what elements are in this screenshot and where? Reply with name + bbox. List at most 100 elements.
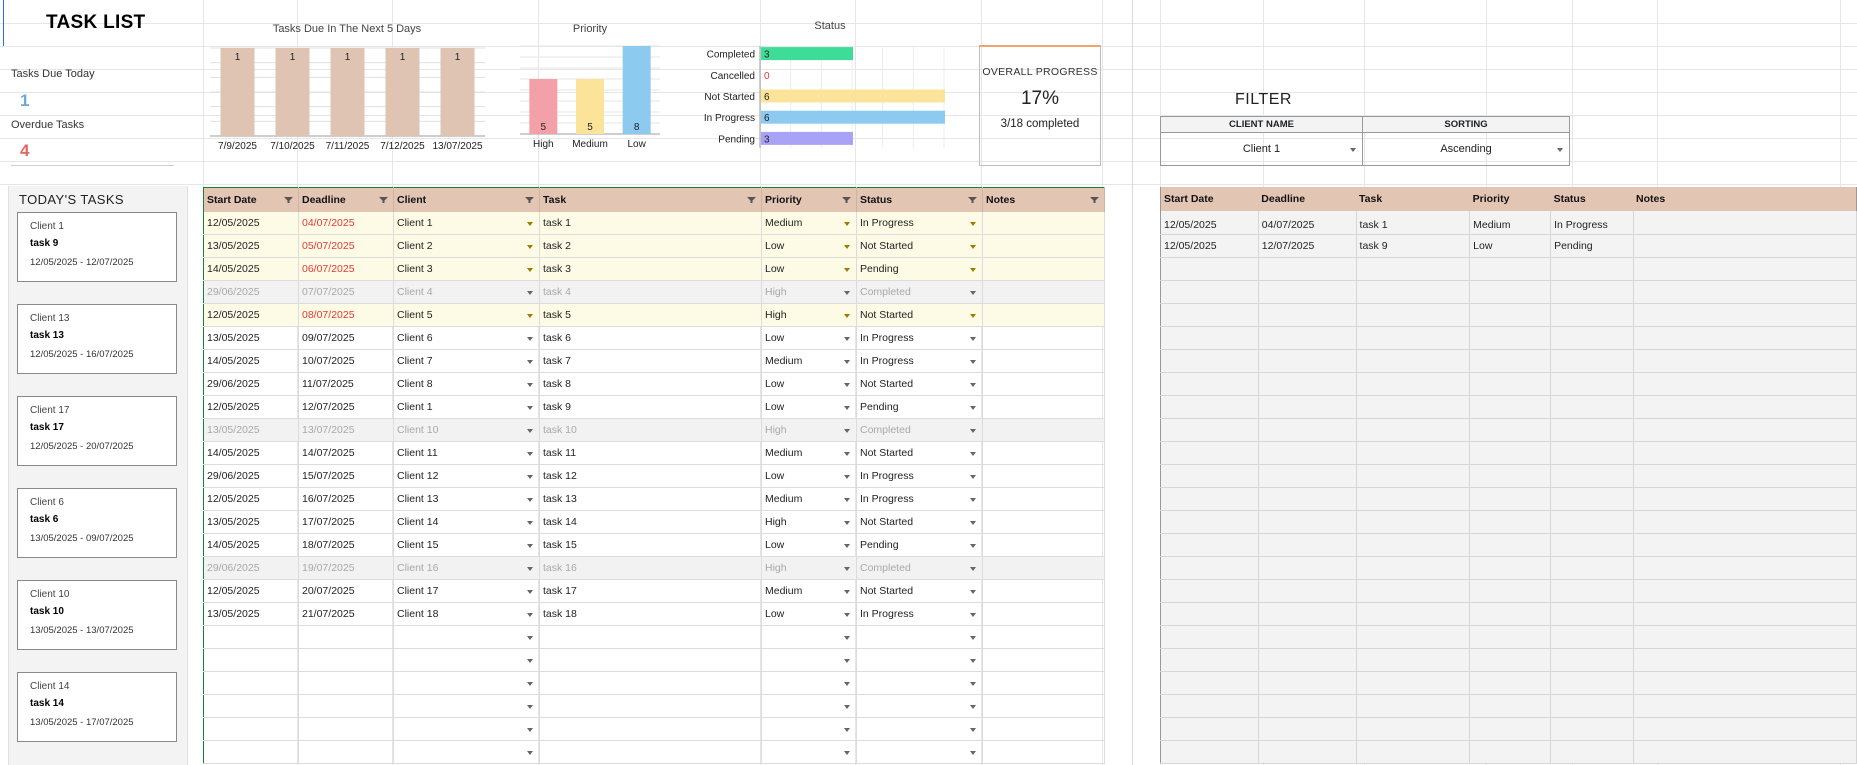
results-cell-notes[interactable] — [1633, 464, 1857, 488]
results-cell-start[interactable] — [1160, 395, 1259, 419]
results-row[interactable]: 12/05/2025 12/07/2025 task 9 Low Pending — [1160, 234, 1857, 258]
chevron-down-icon[interactable] — [844, 613, 850, 617]
cell-client[interactable]: Client 15 — [393, 533, 540, 557]
results-column-header[interactable]: Priority — [1469, 187, 1551, 211]
results-cell-deadline[interactable] — [1258, 671, 1357, 695]
results-cell-priority[interactable] — [1469, 257, 1552, 281]
results-cell-deadline[interactable] — [1258, 694, 1357, 718]
table-row[interactable]: 12/05/2025 12/07/2025 Client 1 task 9 Low Pen… — [203, 395, 1105, 419]
results-cell-notes[interactable] — [1633, 372, 1857, 396]
cell-deadline[interactable] — [298, 717, 394, 741]
results-cell-priority[interactable] — [1469, 510, 1552, 534]
cell-deadline[interactable]: 15/07/2025 — [298, 464, 394, 488]
results-cell-deadline[interactable] — [1258, 464, 1357, 488]
chevron-down-icon[interactable] — [527, 498, 533, 502]
chevron-down-icon[interactable] — [970, 682, 976, 686]
results-cell-status[interactable] — [1550, 602, 1634, 626]
chevron-down-icon[interactable] — [844, 314, 850, 318]
table-row[interactable]: 13/05/2025 21/07/2025 Client 18 task 18 Low I… — [203, 602, 1105, 626]
chevron-down-icon[interactable] — [527, 613, 533, 617]
results-cell-start[interactable] — [1160, 326, 1259, 350]
cell-notes[interactable] — [982, 234, 1105, 258]
results-cell-task[interactable] — [1356, 487, 1471, 511]
cell-status[interactable] — [856, 648, 983, 672]
chevron-down-icon[interactable] — [844, 221, 850, 226]
cell-client[interactable]: Client 18 — [393, 602, 540, 626]
cell-task[interactable]: task 14 — [539, 510, 762, 534]
results-cell-start[interactable] — [1160, 740, 1259, 764]
cell-status[interactable]: In Progress — [856, 211, 983, 235]
chevron-down-icon[interactable] — [527, 521, 533, 525]
results-cell-deadline[interactable] — [1258, 395, 1357, 419]
chevron-down-icon[interactable] — [527, 705, 533, 709]
cell-client[interactable]: Client 11 — [393, 441, 540, 465]
column-header[interactable]: Start Date — [203, 187, 299, 212]
chevron-down-icon[interactable] — [527, 406, 533, 410]
cell-notes[interactable] — [982, 510, 1105, 534]
results-column-header[interactable]: Status — [1550, 187, 1634, 211]
results-cell-task[interactable] — [1356, 326, 1471, 350]
cell-deadline[interactable]: 17/07/2025 — [298, 510, 394, 534]
results-cell-task[interactable] — [1356, 349, 1471, 373]
chevron-down-icon[interactable] — [970, 452, 976, 456]
chevron-down-icon[interactable] — [844, 567, 850, 571]
chevron-down-icon[interactable] — [527, 268, 533, 272]
cell-status[interactable]: Pending — [856, 533, 983, 557]
cell-start[interactable]: 12/05/2025 — [203, 211, 299, 235]
results-cell-deadline[interactable] — [1258, 418, 1357, 442]
results-cell-start[interactable] — [1160, 418, 1259, 442]
cell-start[interactable] — [203, 717, 299, 741]
results-cell-start[interactable] — [1160, 257, 1259, 281]
table-row[interactable] — [203, 694, 1105, 718]
results-cell-status[interactable] — [1550, 326, 1634, 350]
results-cell-task[interactable] — [1356, 602, 1471, 626]
cell-priority[interactable]: Low — [761, 372, 857, 396]
table-row[interactable] — [203, 740, 1105, 764]
cell-start[interactable]: 14/05/2025 — [203, 441, 299, 465]
table-row[interactable] — [203, 671, 1105, 695]
table-row[interactable]: 14/05/2025 06/07/2025 Client 3 task 3 Low Pen… — [203, 257, 1105, 281]
chevron-down-icon[interactable] — [527, 682, 533, 686]
cell-status[interactable] — [856, 717, 983, 741]
cell-deadline[interactable]: 09/07/2025 — [298, 326, 394, 350]
chevron-down-icon[interactable] — [970, 728, 976, 732]
cell-start[interactable]: 13/05/2025 — [203, 602, 299, 626]
chevron-down-icon[interactable] — [970, 291, 976, 295]
results-cell-start[interactable]: 12/05/2025 — [1160, 234, 1259, 258]
results-cell-task[interactable]: task 9 — [1356, 234, 1471, 258]
cell-start[interactable]: 12/05/2025 — [203, 487, 299, 511]
cell-client[interactable] — [393, 648, 540, 672]
cell-priority[interactable] — [761, 694, 857, 718]
results-cell-deadline[interactable] — [1258, 602, 1357, 626]
cell-priority[interactable]: Medium — [761, 487, 857, 511]
cell-task[interactable]: task 11 — [539, 441, 762, 465]
filter-icon[interactable] — [842, 197, 851, 203]
cell-status[interactable]: Not Started — [856, 441, 983, 465]
chevron-down-icon[interactable] — [970, 221, 976, 226]
chevron-down-icon[interactable] — [844, 245, 850, 249]
results-cell-task[interactable]: task 1 — [1356, 211, 1471, 235]
cell-start[interactable] — [203, 694, 299, 718]
cell-status[interactable]: In Progress — [856, 487, 983, 511]
chevron-down-icon[interactable] — [970, 705, 976, 709]
results-cell-deadline[interactable] — [1258, 280, 1357, 304]
cell-priority[interactable]: Low — [761, 602, 857, 626]
table-row[interactable]: 12/05/2025 16/07/2025 Client 13 task 13 Medi… — [203, 487, 1105, 511]
results-cell-start[interactable] — [1160, 303, 1259, 327]
results-cell-notes[interactable] — [1633, 257, 1857, 281]
results-cell-task[interactable] — [1356, 418, 1471, 442]
results-row[interactable] — [1160, 602, 1857, 626]
cell-status[interactable]: In Progress — [856, 326, 983, 350]
results-cell-task[interactable] — [1356, 441, 1471, 465]
cell-client[interactable]: Client 1 — [393, 395, 540, 419]
cell-status[interactable]: Not Started — [856, 303, 983, 327]
results-row[interactable] — [1160, 349, 1857, 373]
chevron-down-icon[interactable] — [527, 452, 533, 456]
cell-status[interactable]: Not Started — [856, 372, 983, 396]
cell-notes[interactable] — [982, 280, 1105, 304]
cell-priority[interactable] — [761, 625, 857, 649]
bar[interactable] — [220, 48, 255, 136]
cell-client[interactable]: Client 14 — [393, 510, 540, 534]
cell-start[interactable]: 13/05/2025 — [203, 234, 299, 258]
chevron-down-icon[interactable] — [527, 291, 533, 295]
